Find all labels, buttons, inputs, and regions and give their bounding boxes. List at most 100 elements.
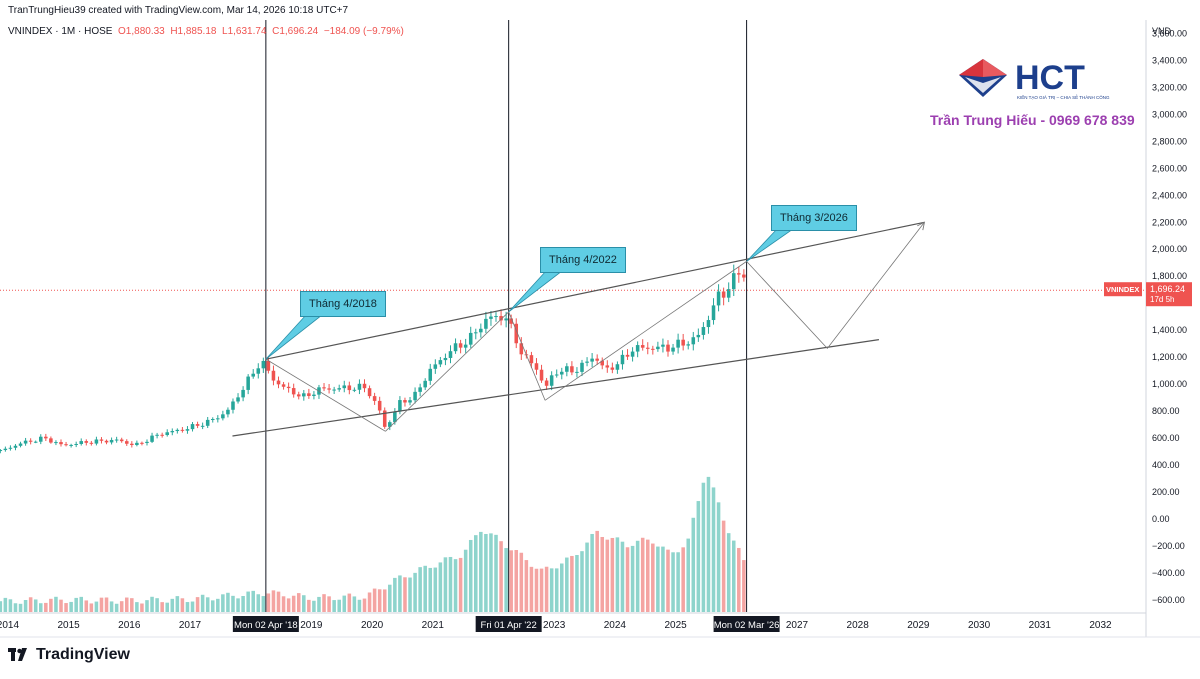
- volume-bar: [640, 537, 645, 612]
- volume-bar: [570, 555, 574, 612]
- candle-body: [474, 332, 478, 334]
- candle-body: [221, 414, 225, 419]
- candle-body: [216, 418, 220, 420]
- time-axis-label: 2028: [847, 620, 870, 631]
- candle-body: [135, 442, 139, 446]
- volume-bar: [135, 602, 139, 612]
- candle-body: [33, 441, 38, 443]
- volume-bar: [423, 565, 427, 612]
- candle-body: [241, 389, 245, 398]
- volume-bar: [696, 501, 701, 612]
- volume-bar: [499, 541, 503, 612]
- volume-bar: [150, 596, 154, 612]
- volume-bar: [560, 563, 564, 612]
- time-axis-label: 2029: [907, 620, 930, 631]
- candle-body: [453, 343, 458, 352]
- volume-bar: [504, 548, 508, 612]
- volume-bar: [433, 567, 438, 612]
- volume-bar: [124, 597, 129, 612]
- candle-body: [18, 443, 23, 446]
- volume-bar: [342, 595, 347, 612]
- price-axis-label: 2,800.00: [1152, 136, 1187, 146]
- price-axis-label: 1,800.00: [1152, 271, 1187, 281]
- candle-body: [438, 360, 443, 365]
- price-axis-label: 1,400.00: [1152, 325, 1187, 335]
- volume-bar: [590, 533, 594, 612]
- candle-body: [347, 385, 352, 391]
- tradingview-brand[interactable]: TradingView: [8, 646, 130, 664]
- volume-bar: [165, 602, 169, 612]
- candle-body: [570, 366, 574, 373]
- candle-body: [711, 305, 716, 321]
- candle-body: [726, 289, 731, 298]
- candle-body: [200, 425, 205, 427]
- candle-body: [286, 386, 291, 389]
- candle-body: [367, 388, 372, 397]
- symbol-price-tag-label: VNINDEX: [1106, 285, 1139, 294]
- annotation-thang-4-2018[interactable]: Tháng 4/2018: [300, 291, 386, 317]
- volume-bar: [635, 540, 640, 612]
- candle-body: [165, 432, 169, 436]
- time-axis-label: 2021: [422, 620, 445, 631]
- candle-body: [94, 439, 99, 444]
- volume-bar: [28, 597, 33, 612]
- volume-bar: [484, 533, 488, 612]
- candle-body: [433, 364, 438, 369]
- volume-bar: [398, 575, 402, 612]
- logo-text: HCT: [1015, 59, 1085, 97]
- candle-body: [580, 362, 584, 372]
- low-value: L1,631.74: [222, 26, 267, 37]
- annotation-thang-4-2022[interactable]: Tháng 4/2022: [540, 247, 626, 273]
- volume-bar: [38, 603, 43, 612]
- volume-bar: [645, 539, 650, 612]
- price-axis-label: 3,600.00: [1152, 28, 1187, 38]
- last-price-value: 1,696.24: [1150, 284, 1185, 294]
- volume-bar: [575, 555, 579, 612]
- candle-body: [8, 447, 13, 449]
- candle-body: [388, 422, 392, 427]
- candle-body: [59, 442, 63, 445]
- volume-bar: [458, 557, 463, 612]
- candle-body: [175, 429, 180, 432]
- volume-bar: [3, 597, 8, 612]
- volume-bar: [382, 589, 387, 612]
- volume-bar: [514, 550, 519, 612]
- candle-body: [651, 348, 655, 350]
- volume-bar: [94, 601, 99, 612]
- candle-body: [3, 448, 8, 451]
- candle-body: [494, 316, 498, 318]
- volume-bar: [195, 597, 200, 612]
- candle-body: [382, 410, 387, 427]
- volume-bar: [661, 546, 665, 612]
- candle-body: [509, 318, 513, 324]
- candle-body: [357, 383, 362, 390]
- volume-bar: [221, 594, 225, 612]
- candle-body: [630, 351, 635, 357]
- volume-bar: [286, 598, 291, 612]
- volume-bar: [210, 600, 215, 612]
- volume-bar: [726, 533, 731, 612]
- candle-body: [28, 440, 33, 442]
- candle-body: [231, 401, 235, 410]
- candle-body: [332, 389, 336, 391]
- candle-body: [590, 358, 594, 362]
- volume-bar: [600, 536, 605, 612]
- annotation-thang-3-2026[interactable]: Tháng 3/2026: [771, 205, 857, 231]
- candle-body: [635, 345, 640, 352]
- hct-diamond-icon: HCT KIẾN TẠO GIÁ TRỊ – CHIA SẺ THÀNH CÔN…: [959, 59, 1110, 100]
- candle-body: [74, 443, 78, 445]
- candle-body: [393, 411, 397, 423]
- price-axis-label: 2,200.00: [1152, 217, 1187, 227]
- volume-bar: [337, 599, 341, 612]
- candle-body: [661, 344, 665, 347]
- volume-bar: [711, 487, 716, 612]
- candle-body: [686, 344, 690, 346]
- candle-body: [539, 369, 544, 381]
- volume-bar: [666, 549, 670, 612]
- time-axis-label: 2030: [968, 620, 991, 631]
- candle-body: [170, 431, 175, 433]
- candle-body: [261, 360, 266, 369]
- volume-bar: [443, 557, 448, 612]
- candle-body: [706, 320, 711, 328]
